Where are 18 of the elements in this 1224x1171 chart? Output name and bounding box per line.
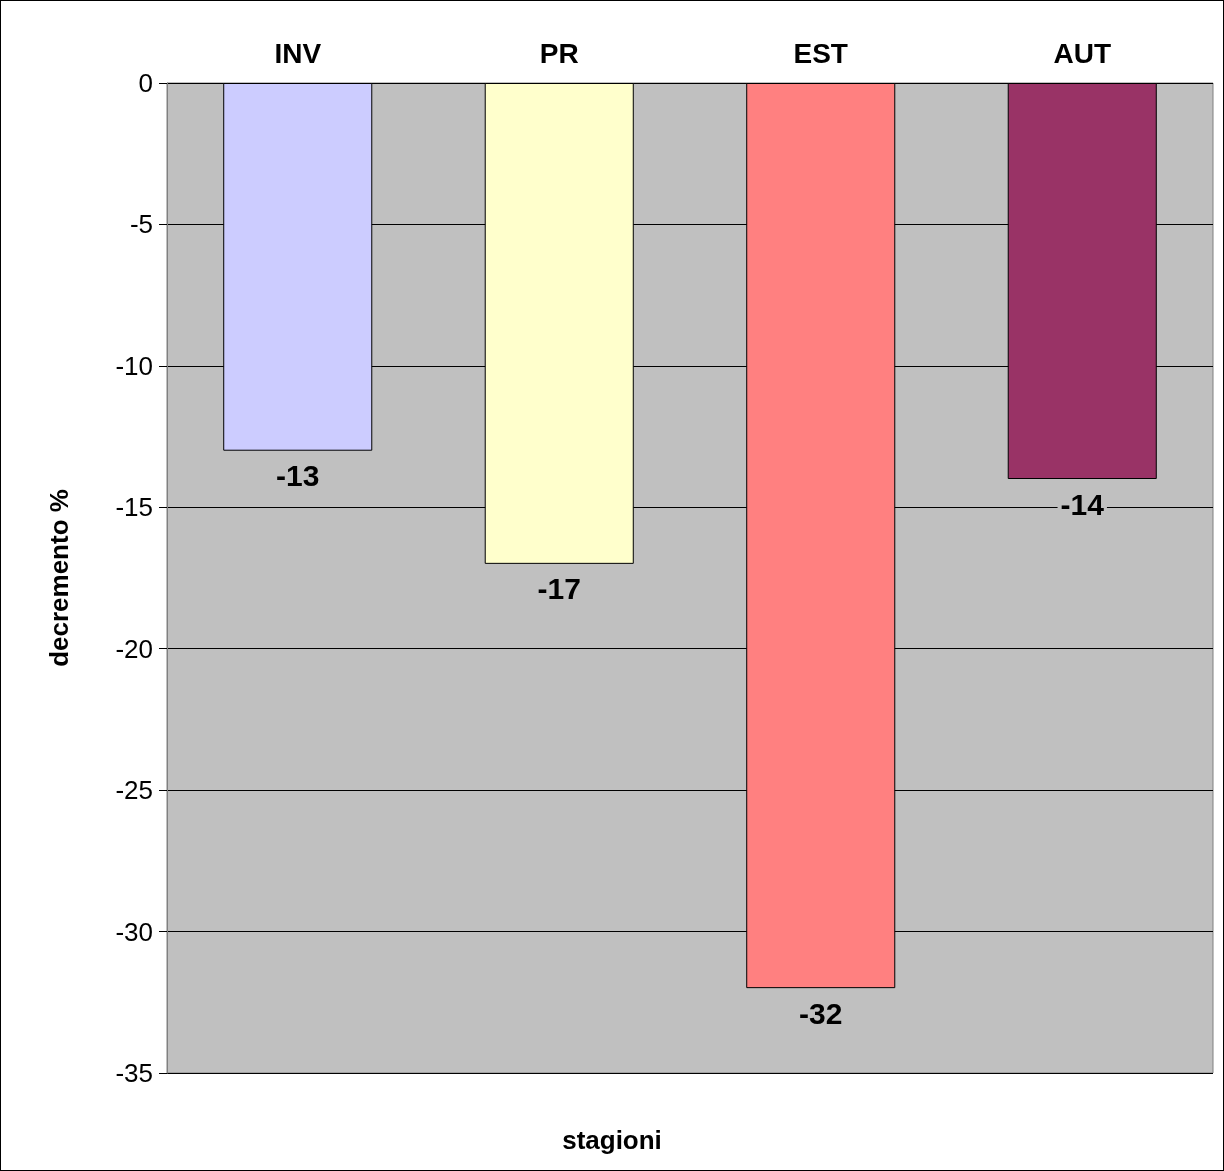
y-tick-label: -15 [115, 492, 153, 523]
data-label: -14 [1060, 487, 1105, 521]
y-axis-title: decremento % [44, 489, 74, 667]
data-label: -13 [276, 459, 320, 493]
y-tick-label: -5 [129, 209, 153, 240]
x-tick-label: PR [539, 37, 579, 69]
y-tick-label: -30 [115, 916, 153, 947]
y-tick-label: 0 [138, 68, 153, 98]
x-tick-label: AUT [1053, 37, 1112, 69]
x-axis-title: stagioni [562, 1125, 662, 1155]
data-label: -32 [799, 996, 843, 1030]
x-tick-label: INV [274, 37, 322, 69]
y-tick-label: -10 [115, 350, 153, 381]
x-tick-label: EST [793, 37, 848, 69]
y-tick-label: -25 [115, 775, 153, 806]
y-tick-label: -35 [115, 1058, 153, 1088]
y-tick-label: -20 [115, 633, 153, 664]
data-label: -17 [537, 572, 581, 606]
